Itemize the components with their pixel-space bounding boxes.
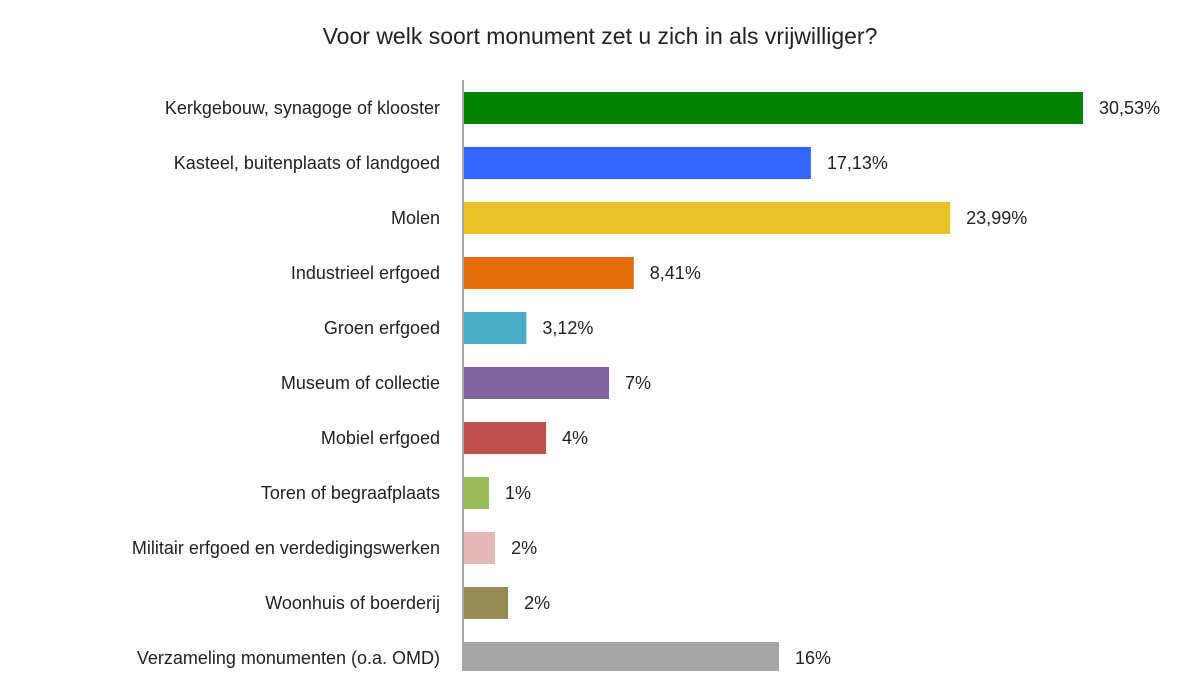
chart-title: Voor welk soort monument zet u zich in a… <box>323 23 878 49</box>
bar <box>464 477 489 509</box>
category-label: Verzameling monumenten (o.a. OMD) <box>137 648 440 668</box>
data-label: 4% <box>562 428 588 448</box>
data-label: 17,13% <box>827 153 888 173</box>
bar <box>464 202 951 234</box>
bar <box>464 147 811 179</box>
data-label: 30,53% <box>1099 98 1160 118</box>
category-label: Kasteel, buitenplaats of landgoed <box>174 153 440 173</box>
data-label: 8,41% <box>650 263 701 283</box>
bar <box>464 642 779 674</box>
category-label: Toren of begraafplaats <box>261 483 440 503</box>
category-label: Museum of collectie <box>281 373 440 393</box>
category-label: Kerkgebouw, synagoge of klooster <box>165 98 440 118</box>
bar <box>464 532 496 564</box>
bar <box>464 92 1083 124</box>
data-label: 16% <box>795 648 831 668</box>
bar <box>464 367 610 399</box>
bar <box>464 257 634 289</box>
data-label: 1% <box>505 483 531 503</box>
data-label: 2% <box>524 593 550 613</box>
data-label: 7% <box>625 373 651 393</box>
category-label: Industrieel erfgoed <box>291 263 440 283</box>
data-label: 3,12% <box>542 318 593 338</box>
category-label: Groen erfgoed <box>324 318 440 338</box>
category-label: Woonhuis of boerderij <box>265 593 440 613</box>
data-label: 2% <box>511 538 537 558</box>
data-label: 23,99% <box>966 208 1027 228</box>
category-label: Molen <box>391 208 440 228</box>
bar <box>464 587 509 619</box>
category-label: Militair erfgoed en verdedigingswerken <box>132 538 440 558</box>
category-label: Mobiel erfgoed <box>321 428 440 448</box>
bar <box>464 312 527 344</box>
bar <box>464 422 547 454</box>
